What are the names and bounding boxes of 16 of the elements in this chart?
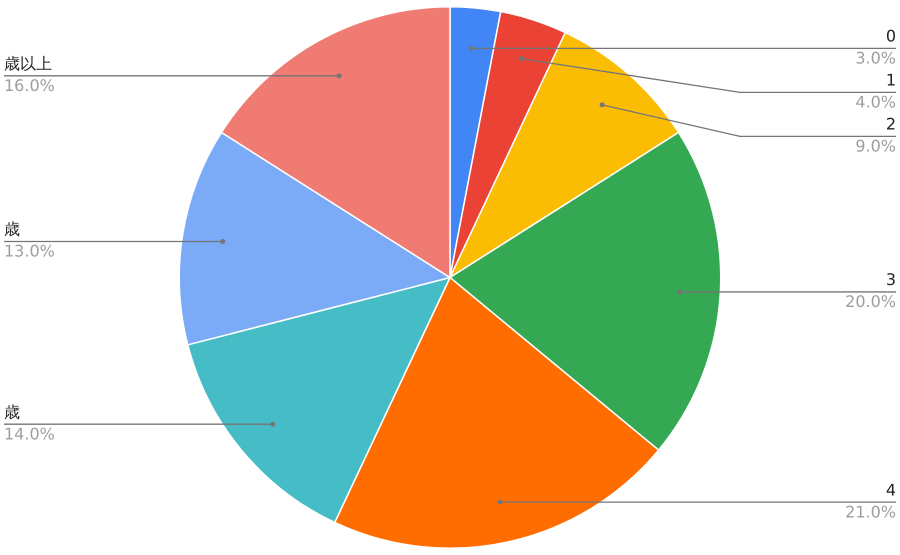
slice-label: 1 (886, 70, 896, 90)
data-label: 3.0% (855, 48, 896, 68)
slice-label: 2 (886, 114, 896, 134)
data-label: 13.0% (4, 242, 55, 261)
data-label: 16.0% (4, 76, 55, 95)
slice-label: 3 (886, 270, 896, 290)
slice-label: 歳 (4, 220, 20, 239)
data-label: 4.0% (855, 92, 896, 112)
slice-label: 歳以上 (4, 54, 52, 73)
data-label: 14.0% (4, 424, 55, 444)
slice-label: 0 (886, 26, 896, 46)
slice-label: 歳 (4, 402, 20, 422)
slice-label: 4 (886, 480, 896, 500)
data-label: 9.0% (855, 136, 896, 156)
data-label: 21.0% (845, 502, 896, 522)
data-label: 20.0% (845, 292, 896, 312)
